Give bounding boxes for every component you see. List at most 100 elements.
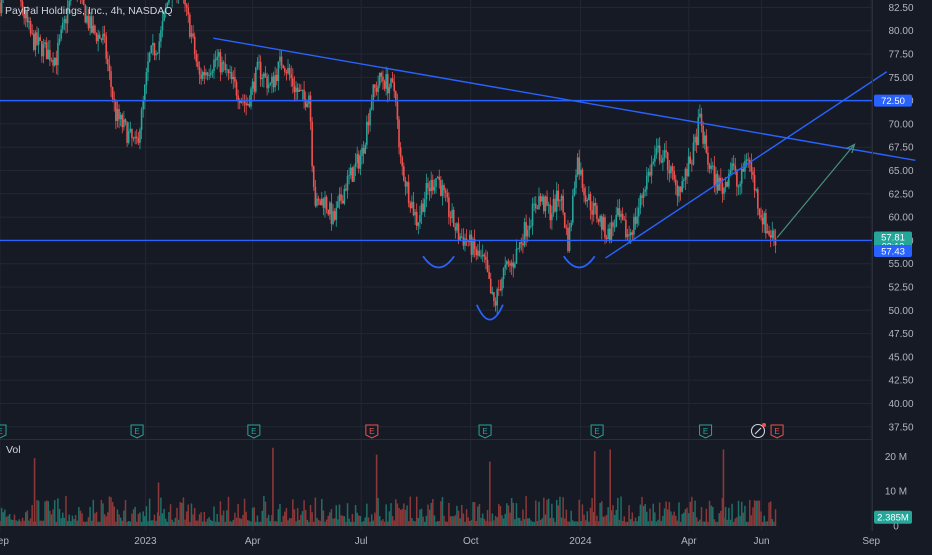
volume-bar bbox=[684, 509, 687, 526]
candle-body bbox=[393, 81, 395, 92]
volume-bar bbox=[200, 512, 202, 526]
volume-bar bbox=[510, 498, 513, 526]
candle-body bbox=[433, 186, 436, 191]
price-tick-label: 80.00 bbox=[888, 26, 913, 37]
candle-body bbox=[290, 74, 293, 79]
candle-body bbox=[647, 171, 650, 176]
volume-bar bbox=[544, 514, 547, 526]
volume-bar bbox=[480, 517, 482, 526]
candle-body bbox=[613, 226, 616, 228]
event-markers[interactable]: EEEEEEEE bbox=[0, 423, 784, 439]
volume-bar bbox=[192, 514, 194, 526]
volume-value-label: 2.385M bbox=[877, 513, 909, 524]
time-axis[interactable]: Sep 2023 Apr Jul Oct 2024 Apr Jun Sep bbox=[0, 536, 881, 547]
candle-body bbox=[637, 207, 640, 217]
volume-bar bbox=[657, 519, 659, 526]
volume-bar bbox=[150, 520, 152, 526]
volume-bar bbox=[63, 517, 66, 526]
candle-body bbox=[617, 208, 619, 216]
volume-bar bbox=[737, 500, 740, 526]
earnings-marker bbox=[130, 424, 144, 439]
candle-body bbox=[559, 200, 561, 202]
volume-bar bbox=[12, 520, 14, 526]
candle-body bbox=[703, 135, 706, 144]
volume-bar bbox=[403, 503, 405, 526]
volume-bar bbox=[605, 514, 608, 526]
volume-bar bbox=[604, 516, 606, 526]
candle-body bbox=[760, 215, 762, 218]
volume-bar bbox=[261, 510, 264, 526]
candle-body bbox=[192, 33, 194, 37]
candle-body bbox=[639, 195, 642, 208]
candle-body bbox=[533, 203, 535, 205]
candle-body bbox=[295, 87, 297, 93]
drawings[interactable] bbox=[0, 37, 916, 321]
candle-body bbox=[765, 213, 767, 234]
candle-body bbox=[235, 81, 238, 96]
candle-body bbox=[168, 0, 170, 3]
volume-bar bbox=[522, 509, 524, 526]
candle-body bbox=[55, 57, 58, 66]
candle-body bbox=[209, 73, 212, 76]
candle-body bbox=[306, 103, 309, 107]
candle-body bbox=[44, 42, 46, 44]
volume-bar bbox=[670, 511, 672, 526]
pattern-curve bbox=[422, 255, 455, 269]
candle-body bbox=[367, 121, 370, 126]
volume-bar bbox=[678, 502, 680, 526]
volume-bar bbox=[425, 515, 428, 526]
volume-bar bbox=[694, 500, 696, 526]
candle-body bbox=[227, 69, 230, 74]
volume-bar bbox=[258, 521, 260, 526]
time-tick-label: Jun bbox=[754, 536, 770, 547]
candle-body bbox=[464, 238, 466, 246]
candle-body bbox=[652, 161, 655, 164]
volume-bar bbox=[401, 508, 403, 526]
candle-body bbox=[620, 213, 622, 217]
volume-bar bbox=[370, 514, 373, 526]
volume-bar bbox=[541, 518, 543, 526]
volume-bar bbox=[535, 500, 537, 526]
candle-body bbox=[330, 202, 333, 224]
candle-body bbox=[602, 217, 605, 230]
candle-body bbox=[288, 67, 291, 75]
candle-body bbox=[359, 155, 362, 169]
candle-body bbox=[623, 219, 626, 221]
candle-body bbox=[238, 101, 241, 103]
candle-body bbox=[370, 101, 373, 110]
volume-bar bbox=[21, 517, 24, 526]
candle-body bbox=[36, 32, 38, 45]
candle-body bbox=[507, 261, 510, 264]
candle-body bbox=[206, 72, 209, 76]
candle-body bbox=[552, 198, 555, 214]
volume-bar bbox=[156, 512, 159, 526]
candle-body bbox=[222, 62, 225, 64]
candle-body bbox=[139, 129, 141, 143]
candle-body bbox=[683, 179, 685, 182]
volume-bar bbox=[332, 518, 334, 526]
volume-bar bbox=[543, 497, 545, 526]
candle-body bbox=[293, 85, 296, 93]
volume-bar bbox=[536, 520, 539, 526]
volume-bar bbox=[335, 505, 338, 526]
volume-bar bbox=[399, 509, 402, 526]
volume-bar bbox=[134, 506, 136, 526]
candle-body bbox=[298, 89, 301, 92]
candle-body bbox=[300, 89, 302, 91]
volume-bar bbox=[147, 521, 149, 526]
candle-body bbox=[198, 66, 201, 75]
volume-axis[interactable]: 0 10 M 20 M bbox=[885, 452, 907, 533]
candle-body bbox=[456, 223, 458, 231]
candle-body bbox=[32, 34, 35, 50]
volume-bar bbox=[136, 521, 138, 526]
volume-bar bbox=[700, 507, 703, 526]
volume-bar bbox=[361, 521, 363, 526]
candle-body bbox=[444, 190, 447, 193]
volume-bar bbox=[755, 500, 757, 526]
volume-bar bbox=[583, 514, 585, 526]
volume-bar bbox=[660, 520, 663, 526]
volume-bar bbox=[144, 516, 146, 526]
earnings-marker bbox=[699, 424, 713, 439]
candle-body bbox=[621, 213, 624, 220]
